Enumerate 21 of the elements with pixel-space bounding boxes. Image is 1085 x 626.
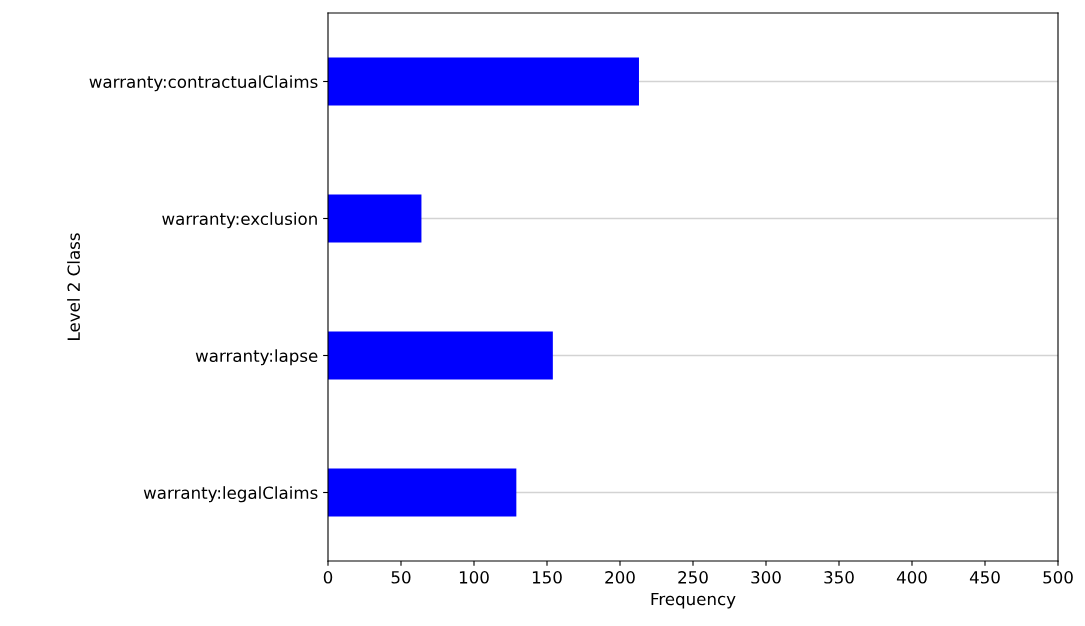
y-tick-label: warranty:lapse (195, 349, 318, 366)
bar (328, 331, 553, 380)
y-axis-title: Level 2 Class (67, 233, 80, 340)
x-tick-label: 500 (1043, 571, 1073, 584)
bar (328, 468, 517, 517)
x-tick-label: 250 (678, 571, 708, 584)
bar (328, 194, 422, 243)
x-tick-label: 50 (391, 571, 411, 584)
x-tick-label: 450 (969, 571, 1000, 584)
x-axis-title: Frequency (651, 592, 736, 609)
y-tick-label: warranty:legalClaims (143, 486, 318, 503)
bar (328, 57, 639, 106)
x-tick-label: 200 (605, 571, 635, 584)
x-tick-label: 0 (323, 571, 333, 584)
x-tick-label: 100 (459, 571, 489, 584)
x-tick-label: 300 (751, 571, 781, 584)
x-tick-label: 350 (824, 571, 854, 584)
y-tick-label: warranty:contractualClaims (89, 75, 318, 92)
x-tick-label: 150 (532, 571, 562, 584)
y-tick-label: warranty:exclusion (162, 212, 317, 229)
x-tick-label: 400 (896, 571, 927, 584)
